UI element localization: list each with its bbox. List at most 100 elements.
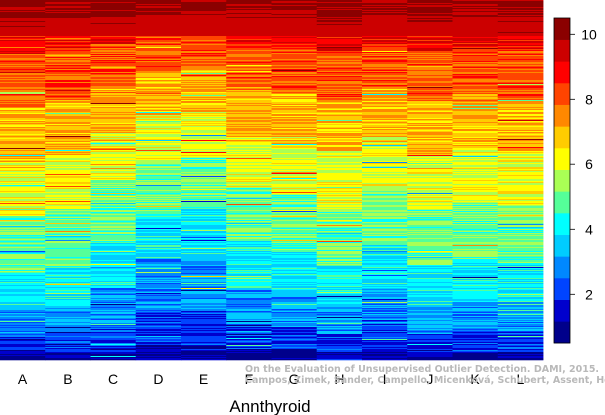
heatmap-cell (181, 319, 227, 321)
heatmap-cell (135, 62, 182, 64)
heatmap-cell (407, 209, 453, 211)
heatmap-cell (316, 197, 363, 199)
heatmap-cell (316, 261, 363, 263)
heatmap-cell (226, 82, 272, 84)
heatmap-cell (45, 204, 91, 206)
heatmap-cell (226, 159, 272, 161)
heatmap-cell (452, 220, 499, 222)
heatmap-cell (407, 230, 453, 232)
heatmap-cell (407, 115, 453, 117)
heatmap-cell (0, 75, 46, 77)
heatmap-cell (0, 268, 46, 270)
heatmap-cell (181, 143, 227, 145)
heatmap-cell (0, 38, 46, 40)
heatmap-cell (497, 224, 544, 226)
heatmap-cell (181, 232, 227, 234)
heatmap-cell (90, 41, 137, 43)
heatmap-cell (362, 24, 408, 26)
heatmap-cell (271, 144, 318, 146)
heatmap-cell (407, 65, 453, 67)
heatmap-cell (226, 73, 272, 75)
heatmap-cell (0, 254, 46, 256)
heatmap-cell (271, 157, 318, 159)
heatmap-cell (226, 47, 272, 49)
heatmap-cell (226, 325, 272, 327)
heatmap-cell (45, 82, 91, 84)
heatmap-cell (226, 63, 272, 65)
heatmap-cell (271, 296, 318, 298)
heatmap-cell (497, 223, 544, 225)
heatmap-cell (362, 17, 408, 19)
heatmap-cell (497, 174, 544, 176)
heatmap-cell (45, 184, 91, 186)
heatmap-cell (497, 8, 544, 10)
heatmap-cell (45, 290, 91, 292)
heatmap-cell (452, 188, 499, 190)
heatmap-cell (135, 191, 182, 193)
heatmap-cell (135, 206, 182, 208)
heatmap-cell (497, 204, 544, 206)
heatmap-cell (316, 288, 363, 290)
heatmap-cell (181, 69, 227, 71)
heatmap-cell (452, 201, 499, 203)
heatmap-cell (226, 230, 272, 232)
heatmap-cell (226, 333, 272, 335)
heatmap-cell (90, 93, 137, 95)
heatmap-cell (90, 84, 137, 86)
heatmap-cell (271, 310, 318, 312)
heatmap-cell (135, 88, 182, 90)
heatmap-cell (90, 193, 137, 195)
heatmap-cell (0, 286, 46, 288)
heatmap-cell (497, 252, 544, 254)
heatmap-cell (316, 346, 363, 348)
heatmap-cell (452, 285, 499, 287)
heatmap-cell (226, 56, 272, 58)
heatmap-cell (407, 112, 453, 114)
heatmap-cell (0, 226, 46, 228)
heatmap-cell (0, 35, 46, 37)
heatmap-cell (45, 323, 91, 325)
heatmap-cell (452, 236, 499, 238)
heatmap-cell (407, 83, 453, 85)
heatmap-cell (226, 165, 272, 167)
heatmap-cell (181, 222, 227, 224)
heatmap-cell (407, 158, 453, 160)
heatmap-cell (90, 92, 137, 94)
heatmap-cell (226, 49, 272, 51)
heatmap-cell (362, 218, 408, 220)
heatmap-cell (45, 351, 91, 353)
heatmap-cell (0, 163, 46, 165)
heatmap-cell (90, 285, 137, 287)
heatmap-cell (497, 171, 544, 173)
heatmap-cell (407, 10, 453, 12)
heatmap-cell (181, 264, 227, 266)
heatmap-cell (316, 109, 363, 111)
heatmap-cell (0, 173, 46, 175)
heatmap-cell (271, 211, 318, 213)
heatmap-cell (135, 358, 182, 360)
heatmap-cell (497, 143, 544, 145)
heatmap-cell (226, 221, 272, 223)
heatmap-cell (181, 226, 227, 228)
heatmap-cell (316, 149, 363, 151)
heatmap-cell (407, 252, 453, 254)
heatmap-cell (407, 169, 453, 171)
heatmap-cell (407, 213, 453, 215)
heatmap-cell (497, 31, 544, 33)
heatmap-cell (226, 44, 272, 46)
heatmap-cell (362, 206, 408, 208)
heatmap-cell (497, 150, 544, 152)
heatmap-cell (271, 154, 318, 156)
heatmap-cell (181, 228, 227, 230)
heatmap-cell (497, 27, 544, 29)
heatmap-cell (316, 315, 363, 317)
heatmap-cell (407, 289, 453, 291)
heatmap-cell (316, 118, 363, 120)
heatmap-cell (452, 317, 499, 319)
heatmap-cell (271, 42, 318, 44)
heatmap-cell (362, 352, 408, 354)
heatmap-cell (90, 178, 137, 180)
heatmap-cell (135, 137, 182, 139)
heatmap-cell (362, 34, 408, 36)
heatmap-cell (452, 273, 499, 275)
